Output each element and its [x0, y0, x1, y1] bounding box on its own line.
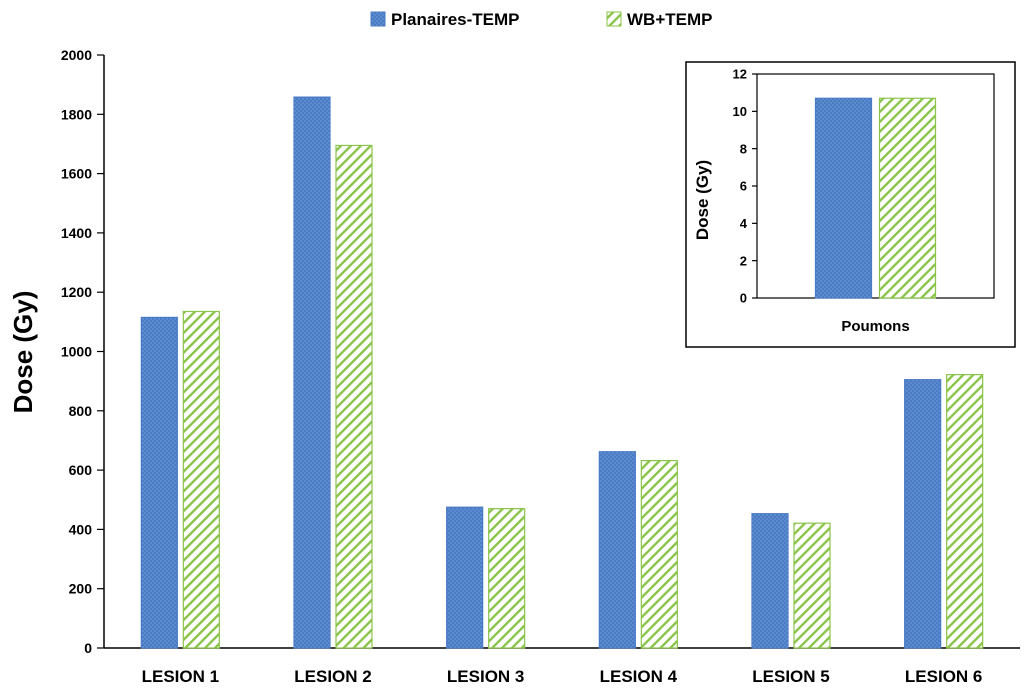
main-x-tick-label: LESION 6 [905, 667, 982, 686]
main-y-tick-label: 1800 [61, 106, 92, 122]
main-x-tick-label: LESION 4 [600, 667, 678, 686]
main-bar-planaires-3 [446, 506, 484, 649]
main-y-ticks: 0 200 400 600 800 1000 1200 1400 1600 1800 2000 [61, 47, 104, 656]
legend: Planaires-TEMP WB+TEMP [370, 10, 712, 29]
main-bar-planaires-6 [904, 379, 942, 649]
inset-y-axis-title: Dose (Gy) [693, 160, 712, 240]
main-y-axis-title: Dose (Gy) [8, 291, 38, 414]
main-bars [140, 96, 984, 649]
legend-label-planaires: Planaires-TEMP [391, 10, 520, 29]
inset-y-tick-label: 10 [733, 104, 747, 119]
inset-bar-planaires-1 [814, 97, 873, 299]
main-y-tick-label: 800 [69, 403, 93, 419]
inset-bar-wb-1 [878, 97, 937, 299]
main-bar-planaires-5 [751, 513, 789, 649]
legend-item-wb: WB+TEMP [606, 10, 712, 29]
main-y-tick-label: 1400 [61, 225, 92, 241]
main-x-tick-label: LESION 1 [142, 667, 219, 686]
main-bar-wb-5 [793, 522, 831, 649]
main-x-tick-label: LESION 3 [447, 667, 524, 686]
inset-y-tick-label: 6 [740, 179, 747, 194]
legend-swatch-wb [606, 11, 622, 27]
main-y-tick-label: 0 [84, 640, 92, 656]
legend-swatch-planaires [370, 11, 386, 27]
main-x-tick-label: LESION 2 [294, 667, 371, 686]
inset-x-tick-label: Poumons [841, 318, 909, 335]
main-bar-wb-6 [946, 374, 984, 649]
main-bar-planaires-4 [598, 451, 636, 649]
main-bar-wb-4 [640, 460, 678, 649]
main-bar-wb-3 [488, 508, 526, 649]
main-bar-wb-2 [335, 144, 373, 649]
main-y-tick-label: 200 [69, 581, 93, 597]
main-y-tick-label: 1200 [61, 284, 92, 300]
inset-chart: Dose (Gy) 0 2 4 6 8 10 12 Poumons [685, 61, 1016, 348]
inset-y-tick-label: 8 [740, 141, 747, 156]
legend-label-wb: WB+TEMP [627, 10, 712, 29]
main-y-tick-label: 1600 [61, 166, 92, 182]
inset-bars [814, 97, 937, 299]
main-bar-planaires-1 [140, 316, 178, 649]
main-x-tick-label: LESION 5 [752, 667, 829, 686]
main-y-tick-label: 1000 [61, 344, 92, 360]
main-bar-planaires-2 [293, 96, 331, 649]
main-y-tick-label: 2000 [61, 47, 92, 63]
main-chart: Dose (Gy) 0 200 400 600 800 1000 1200 1400 1600 1… [8, 47, 1020, 686]
inset-y-tick-label: 12 [733, 67, 747, 82]
inset-x-ticks: Poumons [841, 318, 909, 335]
main-bar-wb-1 [182, 310, 220, 649]
legend-item-planaires: Planaires-TEMP [370, 10, 520, 29]
inset-y-ticks: 0 2 4 6 8 10 12 [733, 67, 757, 306]
main-y-tick-label: 400 [69, 521, 93, 537]
inset-y-tick-label: 2 [740, 253, 747, 268]
main-x-ticks: LESION 1 LESION 2 LESION 3 LESION 4 LESION 5… [142, 667, 983, 686]
main-y-tick-label: 600 [69, 462, 93, 478]
inset-y-tick-label: 4 [740, 216, 748, 231]
inset-y-tick-label: 0 [740, 291, 747, 306]
